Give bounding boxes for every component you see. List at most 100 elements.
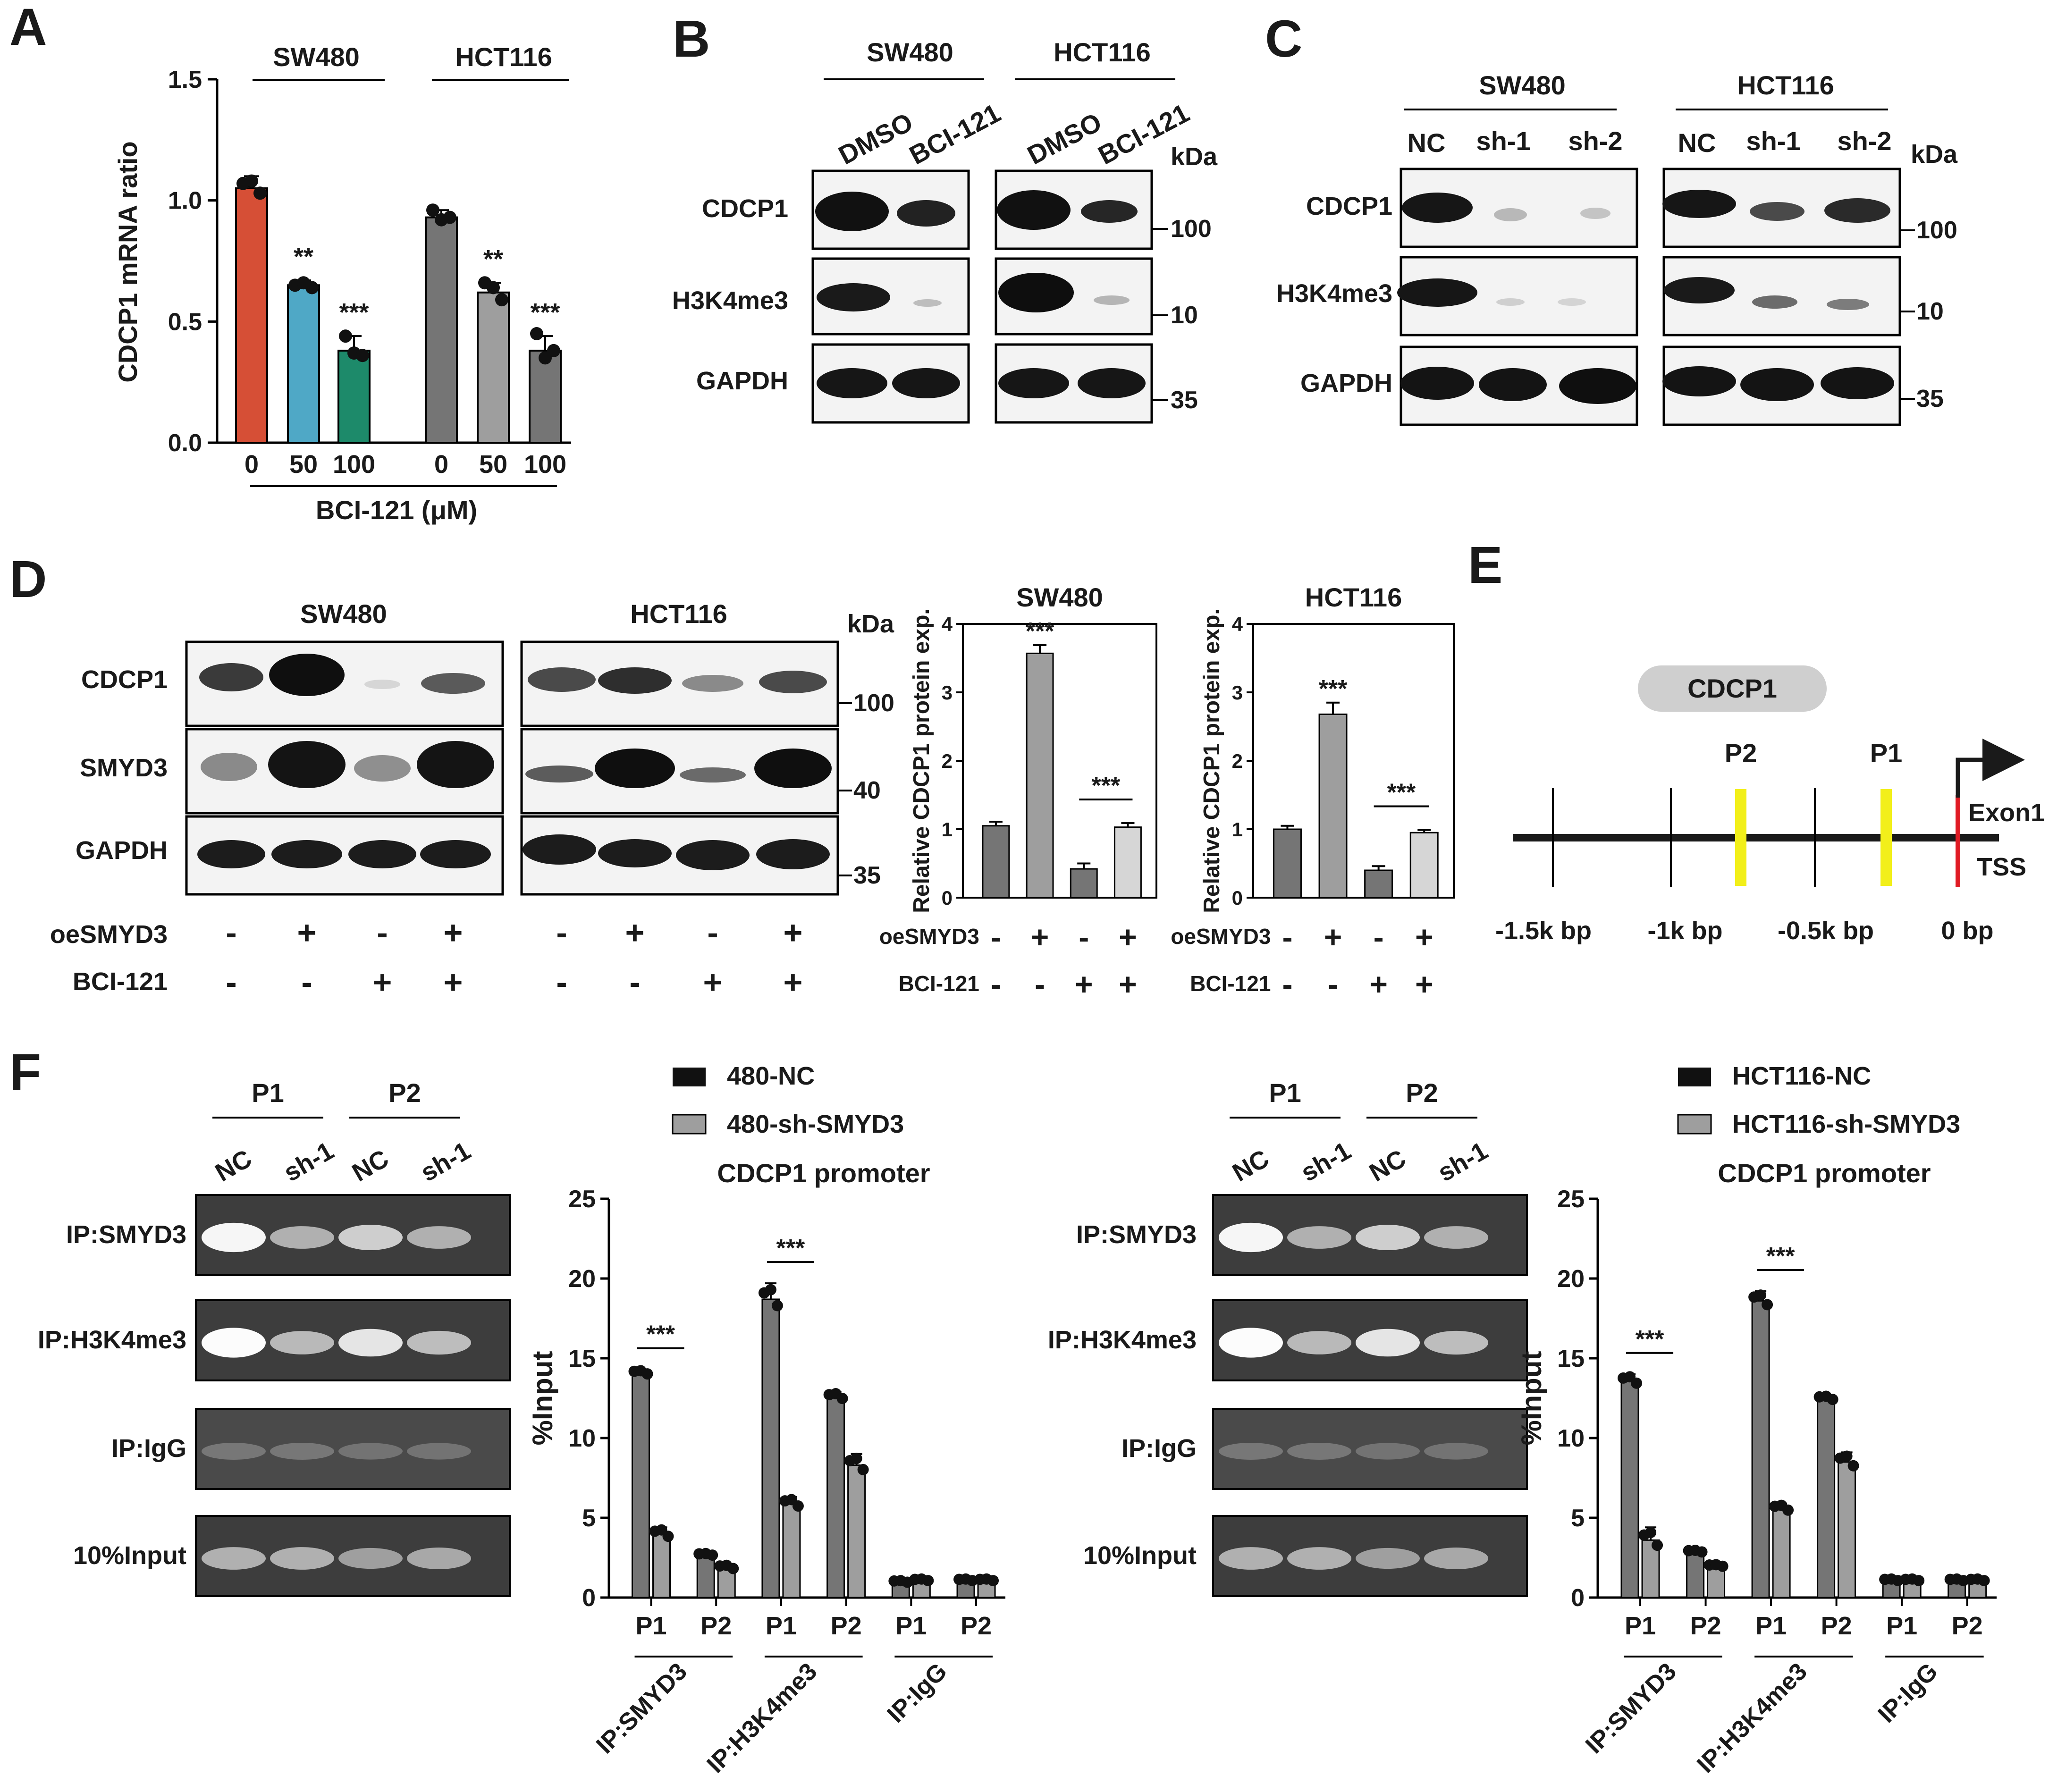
panel-f-gel-band — [202, 1328, 266, 1358]
panel-f-bar — [1707, 1565, 1726, 1598]
panel-f-data-point — [707, 1549, 718, 1561]
panel-a-data-point — [339, 329, 352, 343]
panel-f-bar — [1620, 1380, 1639, 1598]
panel-f-legend-swatch-nc — [1678, 1068, 1711, 1086]
panel-a-bars: 0 ** 50 *** 100 0 ** 50 *** 100 — [235, 174, 566, 479]
panel-f-gel-band — [1219, 1328, 1283, 1358]
panel-d-y-tick-label: 4 — [942, 613, 953, 635]
panel-a-data-point — [253, 186, 267, 200]
panel-e-primer-p2-label: P2 — [1725, 738, 1757, 768]
panel-d-chart-oe-label: oeSMYD3 — [879, 924, 979, 949]
panel-a-bar — [425, 216, 458, 444]
panel-f-bar — [847, 1464, 866, 1598]
panel-f-gel-band — [407, 1443, 471, 1460]
panel-d-y-tick-label: 1 — [1232, 818, 1243, 841]
panel-b: SW480 HCT116 DMSO BCI-121 DMSO BCI-121 k… — [672, 37, 1218, 424]
panel-f-gel-band — [202, 1547, 266, 1570]
panel-f-y-tick-label: 10 — [1557, 1425, 1585, 1452]
panel-d-chart-oe-sign: - — [1374, 919, 1384, 954]
panel-d-y-tick-label: 0 — [1232, 887, 1243, 909]
panel-f-gel-band — [407, 1330, 471, 1355]
panel-a-significance: *** — [339, 298, 369, 327]
panel-f-gel-band — [1287, 1547, 1351, 1570]
panel-f-gel-row-label: IP:H3K4me3 — [1048, 1326, 1197, 1354]
panel-f-bar — [1772, 1507, 1791, 1598]
panel-f-gel-lane-label: sh-1 — [1433, 1136, 1492, 1187]
panel-a-x-tick-label: 0 — [245, 450, 259, 479]
panel-f-legend-swatch-sh — [1677, 1114, 1712, 1135]
panel-f-gel-band — [1356, 1225, 1420, 1250]
panel-d-chart-bci-sign: + — [1075, 967, 1093, 1001]
panel-d-chart-oe-sign: + — [1324, 919, 1342, 954]
panel-f-x-tick-label: P1 — [895, 1612, 927, 1640]
panel-d-kda-title: kDa — [847, 610, 894, 638]
panel-f-data-point — [1645, 1527, 1657, 1539]
panel-f-group-label: IP:SMYD3 — [1580, 1657, 1682, 1759]
panel-d-chart-bci-sign: - — [1328, 967, 1338, 1001]
panel-b-lane-dmso-1: DMSO — [834, 107, 918, 170]
panel-f-gel-band — [270, 1443, 334, 1460]
panel-f-x-tick-label: P1 — [1755, 1612, 1787, 1640]
panel-c-row-h3k4me3: H3K4me3 — [1276, 279, 1392, 308]
panel-d-bci-sign: + — [703, 964, 723, 1001]
panel-d-treat-bci-label: BCI-121 — [73, 968, 168, 996]
panel-c-row-cdcp1: CDCP1 — [1306, 192, 1392, 220]
panel-f-x-tick-label: P2 — [700, 1612, 732, 1640]
panel-d-bar — [1364, 869, 1393, 899]
panel-f-gel-row-label: 10%Input — [73, 1541, 186, 1570]
panel-f-gel-row-label: IP:IgG — [111, 1434, 186, 1463]
panel-a-significance: ** — [483, 245, 503, 273]
panel-letter-d: D — [9, 550, 47, 608]
panel-e-pos-2: -1k bp — [1647, 917, 1722, 945]
panel-d-y-tick-label: 4 — [1232, 613, 1243, 635]
panel-f-gel-row-label: IP:H3K4me3 — [38, 1326, 186, 1354]
panel-f-data-point — [836, 1393, 848, 1405]
panel-f-y-tick-label: 20 — [1557, 1265, 1585, 1293]
panel-c-lane-sh2-1: sh-2 — [1568, 126, 1622, 156]
panel-d-significance: *** — [1319, 675, 1348, 703]
panel-a-y-tick-label: 1.5 — [168, 66, 202, 93]
panel-d-chart-bci-sign: - — [991, 967, 1001, 1001]
panel-f-legend-label: HCT116-sh-SMYD3 — [1732, 1110, 1960, 1138]
panel-f-gel-lane-label: NC — [211, 1144, 257, 1187]
panel-d-y-tick-label: 2 — [942, 750, 953, 772]
panel-a-data-point — [443, 210, 456, 224]
panel-f-data-point — [1762, 1299, 1773, 1311]
panel-f-chart-title: CDCP1 promoter — [1718, 1158, 1931, 1188]
panel-d-row-gapdh: GAPDH — [76, 836, 168, 865]
panel-d-kda-40: 40 — [853, 777, 881, 804]
panel-d-chart-oe-sign: - — [1079, 919, 1089, 954]
panel-letter-c: C — [1265, 10, 1302, 68]
panel-d-oe-sign: - — [377, 914, 388, 951]
panel-f-legend-label: 480-sh-SMYD3 — [727, 1110, 904, 1138]
panel-letter-b: B — [673, 10, 710, 68]
panel-f-significance: *** — [1636, 1326, 1664, 1353]
panel-f-group-label: IP:IgG — [882, 1657, 952, 1728]
panel-a-data-point — [245, 174, 258, 188]
panel-d-chart-oe-sign: - — [991, 919, 1001, 954]
panel-a-x-tick-label: 100 — [524, 450, 566, 479]
panel-d-oe-sign: + — [625, 914, 645, 951]
panel-e-pos-3: -0.5k bp — [1778, 917, 1874, 945]
panel-a-data-point — [495, 293, 508, 307]
panel-a-data-point — [530, 327, 543, 340]
panel-f-gel-band — [1424, 1548, 1488, 1569]
panel-f-gel-band — [1219, 1222, 1283, 1253]
panel-c-lane-sh2-2: sh-2 — [1837, 126, 1891, 156]
panel-d-chart-bci-label: BCI-121 — [1190, 971, 1271, 996]
panel-a-bar — [477, 291, 510, 444]
panel-f-y-tick-label: 0 — [582, 1584, 596, 1612]
panel-letter-e: E — [1468, 536, 1502, 594]
panel-b-blots — [811, 169, 1153, 424]
panel-f-data-point — [1847, 1460, 1859, 1472]
panel-c: SW480 HCT116 NC sh-1 sh-2 NC sh-1 sh-2 k… — [1276, 70, 1958, 426]
panel-f-y-tick-label: 15 — [568, 1345, 596, 1372]
panel-f-gel-group-label: P1 — [252, 1078, 284, 1108]
panel-c-lane-nc-1: NC — [1408, 128, 1446, 158]
panel-f-y-tick-label: 25 — [1557, 1186, 1585, 1213]
panel-f-bar — [782, 1503, 801, 1598]
panel-f-legend-swatch-nc — [673, 1068, 706, 1086]
panel-a-bar — [287, 284, 320, 444]
panel-d-treat-oe-label: oeSMYD3 — [50, 920, 168, 949]
